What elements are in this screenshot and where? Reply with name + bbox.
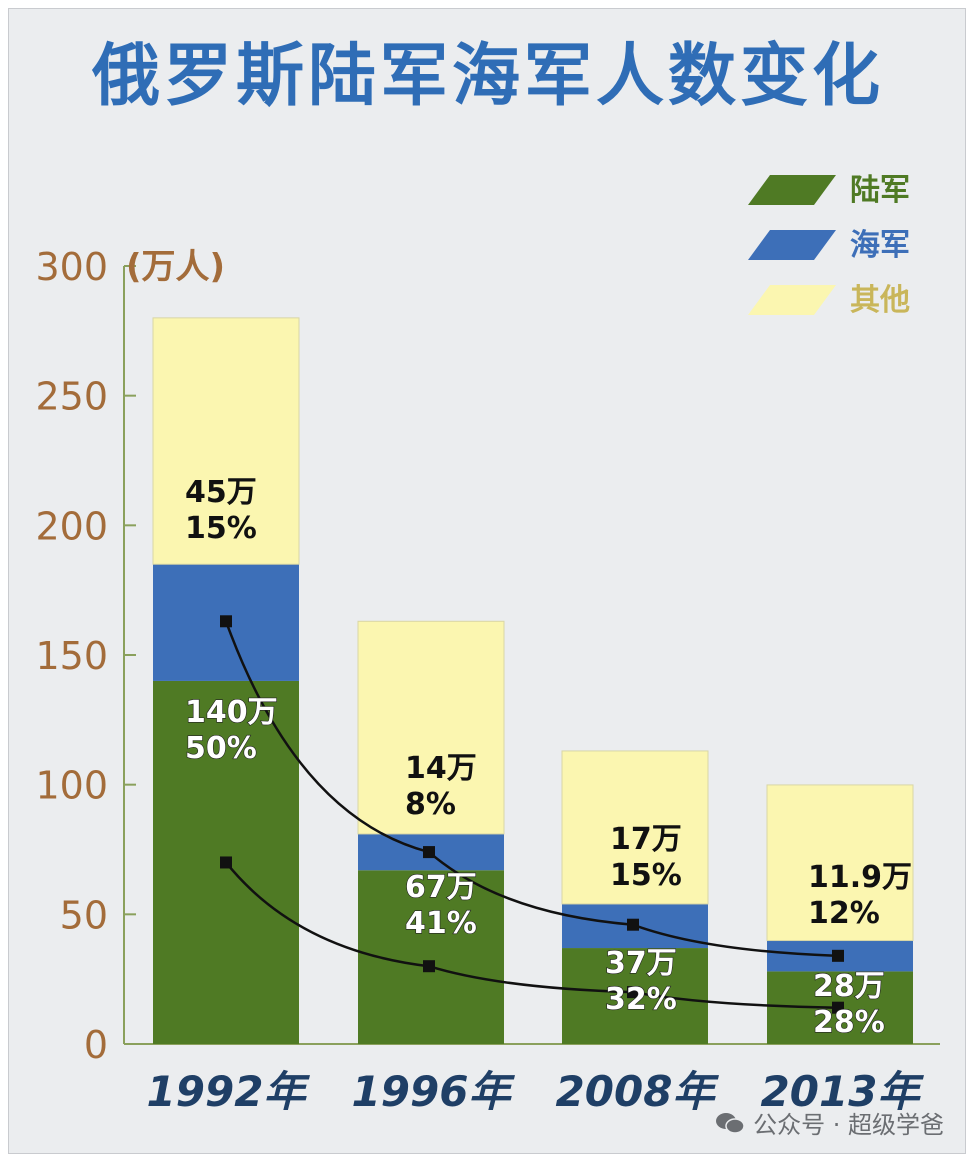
army-data-label: 37万 32% <box>605 946 677 1017</box>
army-data-label: 28万 28% <box>813 969 885 1040</box>
trend-point <box>423 846 435 859</box>
y-tick-label: 100 <box>35 764 108 808</box>
navy-data-label: 14万 8% <box>405 751 477 822</box>
x-tick-label: 1996年 <box>352 1067 516 1116</box>
legend-label: 其他 <box>850 283 910 318</box>
x-tick-label: 2008年 <box>556 1067 720 1116</box>
trend-line <box>225 861 839 1009</box>
trend-point <box>627 918 639 931</box>
x-tick-label: 2013年 <box>761 1067 925 1116</box>
trend-point <box>832 949 844 962</box>
y-tick-label: 300 <box>35 245 108 289</box>
legend-label: 海军 <box>850 228 910 263</box>
watermark-text: 公众号 · 超级学爸 <box>753 1111 944 1139</box>
trend-point <box>832 1001 844 1014</box>
legend-swatch <box>748 230 836 260</box>
army-data-label: 67万 41% <box>405 870 477 941</box>
legend-swatch <box>748 285 836 315</box>
bar-segment <box>766 784 914 942</box>
trend-line <box>224 620 839 958</box>
y-tick-label: 150 <box>35 634 108 678</box>
trend-point <box>220 615 232 628</box>
navy-data-label: 45万 15% <box>185 475 257 546</box>
navy-data-label: 11.9万 12% <box>808 860 912 931</box>
bar-segment <box>357 620 505 835</box>
x-tick-label: 1992年 <box>147 1067 311 1116</box>
bar-segment <box>152 317 300 565</box>
y-tick-label: 200 <box>35 504 108 548</box>
y-tick-label: 250 <box>35 375 108 419</box>
army-data-label: 140万 50% <box>185 695 278 766</box>
y-axis-label: (万人) <box>126 247 225 287</box>
trend-point <box>423 960 435 973</box>
watermark: 公众号 · 超级学爸 <box>715 1105 944 1140</box>
bar-segment <box>561 750 709 905</box>
chart-title: 俄罗斯陆军海军人数变化 <box>91 37 884 116</box>
y-tick-label: 50 <box>60 893 108 937</box>
y-tick-label: 0 <box>84 1023 108 1067</box>
navy-data-label: 17万 15% <box>610 822 682 893</box>
trend-point <box>220 856 232 869</box>
legend-swatch <box>748 175 836 205</box>
wechat-icon <box>716 1112 745 1134</box>
legend-label: 陆军 <box>850 173 910 208</box>
trend-point <box>627 986 639 999</box>
